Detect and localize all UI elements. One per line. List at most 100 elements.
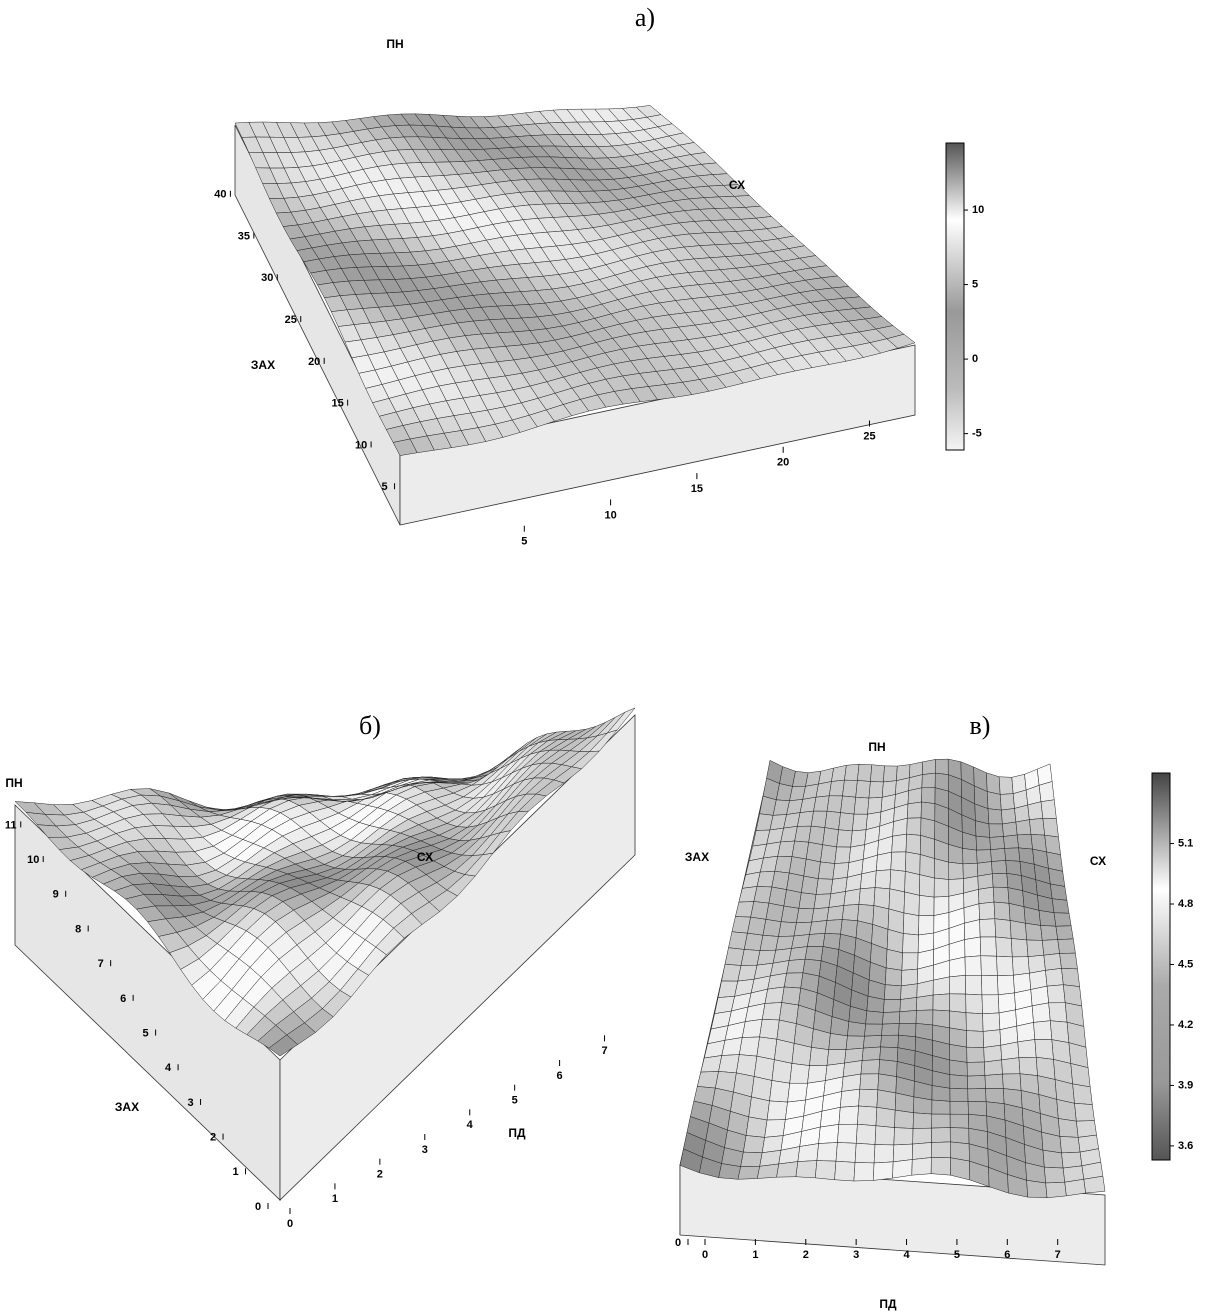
surface-cell	[749, 1097, 770, 1120]
surface-cell	[842, 1074, 861, 1091]
colorbar-label: 3.9	[1178, 1079, 1193, 1091]
surface-cell	[978, 887, 994, 904]
surface-cell	[857, 764, 871, 781]
surface-cell	[855, 1143, 875, 1163]
surface-cell	[766, 903, 784, 922]
surface-cell	[781, 906, 799, 923]
surface-cell	[919, 875, 934, 897]
surface-cell	[907, 802, 921, 818]
surface-cell	[1019, 1057, 1038, 1075]
surface-cell	[986, 773, 1000, 795]
surface-cell	[1041, 800, 1056, 819]
surface-cell	[950, 1060, 968, 1076]
direction-label: ЗАХ	[685, 850, 709, 864]
surface-cell	[840, 1089, 859, 1107]
surface-cell	[842, 780, 857, 797]
surface-cell	[778, 922, 796, 937]
surface-cell	[792, 1043, 811, 1065]
surface-cell	[900, 997, 917, 1011]
y-tick-label: 11	[5, 819, 17, 831]
surface-cell	[827, 1050, 846, 1066]
surface-cell	[913, 1113, 932, 1129]
surface-cell	[950, 1128, 969, 1144]
surface-cell	[866, 1011, 884, 1024]
surface-cell	[906, 834, 921, 854]
surface-cell	[982, 995, 999, 1014]
surface-cell	[988, 809, 1002, 824]
surface-cell	[966, 1013, 983, 1032]
y-tick-label: 10	[27, 854, 39, 866]
x-tick-label: 25	[863, 430, 875, 442]
surface-cell	[831, 765, 846, 781]
surface-cell	[912, 1142, 931, 1159]
surface-cell	[921, 788, 935, 804]
surface-cell	[760, 1019, 780, 1039]
surface-cell	[1076, 1121, 1096, 1138]
surface-cell	[997, 956, 1014, 976]
surface-cell	[765, 987, 784, 1003]
surface-cell	[1045, 968, 1063, 986]
x-tick-label: 1	[332, 1193, 338, 1205]
x-tick-label: 0	[287, 1218, 293, 1230]
y-tick-label: 8	[75, 923, 81, 935]
x-tick-label: 4	[467, 1119, 474, 1131]
surface-cell	[789, 947, 807, 961]
surface-cell	[746, 1117, 767, 1137]
surface-cell	[818, 862, 834, 879]
surface-cell	[919, 916, 934, 935]
surface-cell	[736, 1055, 756, 1077]
surface-cell	[814, 796, 830, 811]
surface-cell	[807, 933, 825, 946]
surface-cell	[792, 934, 810, 948]
surface-cell	[1003, 835, 1018, 848]
surface-cell	[790, 1063, 810, 1083]
surface-cell	[741, 1152, 763, 1167]
direction-label: ЗАХ	[251, 358, 275, 372]
y-tick-label: 10	[355, 439, 367, 451]
surface-cell	[1084, 1176, 1105, 1193]
surface-cell	[978, 874, 993, 890]
surface-cell	[787, 873, 804, 893]
surface-cell	[977, 850, 992, 864]
direction-label: ПН	[5, 776, 22, 790]
surface-cell	[933, 994, 950, 1011]
surface-cell	[789, 857, 806, 876]
surface-cell	[891, 852, 906, 871]
surface-cell	[792, 841, 809, 859]
surface-cell	[877, 1090, 896, 1110]
surface-cell	[860, 871, 876, 889]
y-tick-label: 0	[675, 1237, 681, 1249]
surface-cell	[902, 953, 918, 971]
figure: а)ПНСХЗАХ510152025510152025303540-50510б…	[0, 0, 1209, 1314]
direction-label: СХ	[1090, 854, 1106, 868]
y-tick-label: 4	[165, 1062, 172, 1074]
surface-cell	[857, 1106, 876, 1126]
surface-cell	[833, 863, 849, 880]
surface-cell	[817, 1143, 837, 1162]
surface-cell	[931, 1158, 950, 1176]
colorbar-label: 4.2	[1178, 1019, 1193, 1031]
surface-cell	[760, 935, 778, 950]
colorbar-label: 3.6	[1178, 1140, 1193, 1152]
surface-cell	[950, 1075, 968, 1089]
surface-cell	[949, 957, 965, 977]
colorbar-label: 5	[972, 278, 978, 290]
colorbar-label: 10	[972, 204, 984, 216]
surface-cell	[787, 959, 805, 973]
surface-cell	[890, 870, 905, 892]
colorbar-label: 0	[972, 353, 978, 365]
surface-cell	[984, 1045, 1002, 1062]
surface-cell	[827, 796, 842, 813]
direction-label: ПН	[386, 37, 403, 51]
surface-cell	[815, 1161, 836, 1180]
surface-cell	[874, 888, 890, 909]
surface-panel	[15, 708, 635, 1200]
surface-cell	[751, 901, 769, 919]
surface-cell	[1033, 1021, 1051, 1040]
surface-cell	[784, 890, 801, 909]
surface-cell	[829, 1033, 848, 1049]
surface-cell	[847, 1022, 865, 1037]
surface-cell	[968, 1088, 986, 1101]
surface-cell	[1046, 1182, 1067, 1198]
surface-cell	[772, 1060, 792, 1084]
